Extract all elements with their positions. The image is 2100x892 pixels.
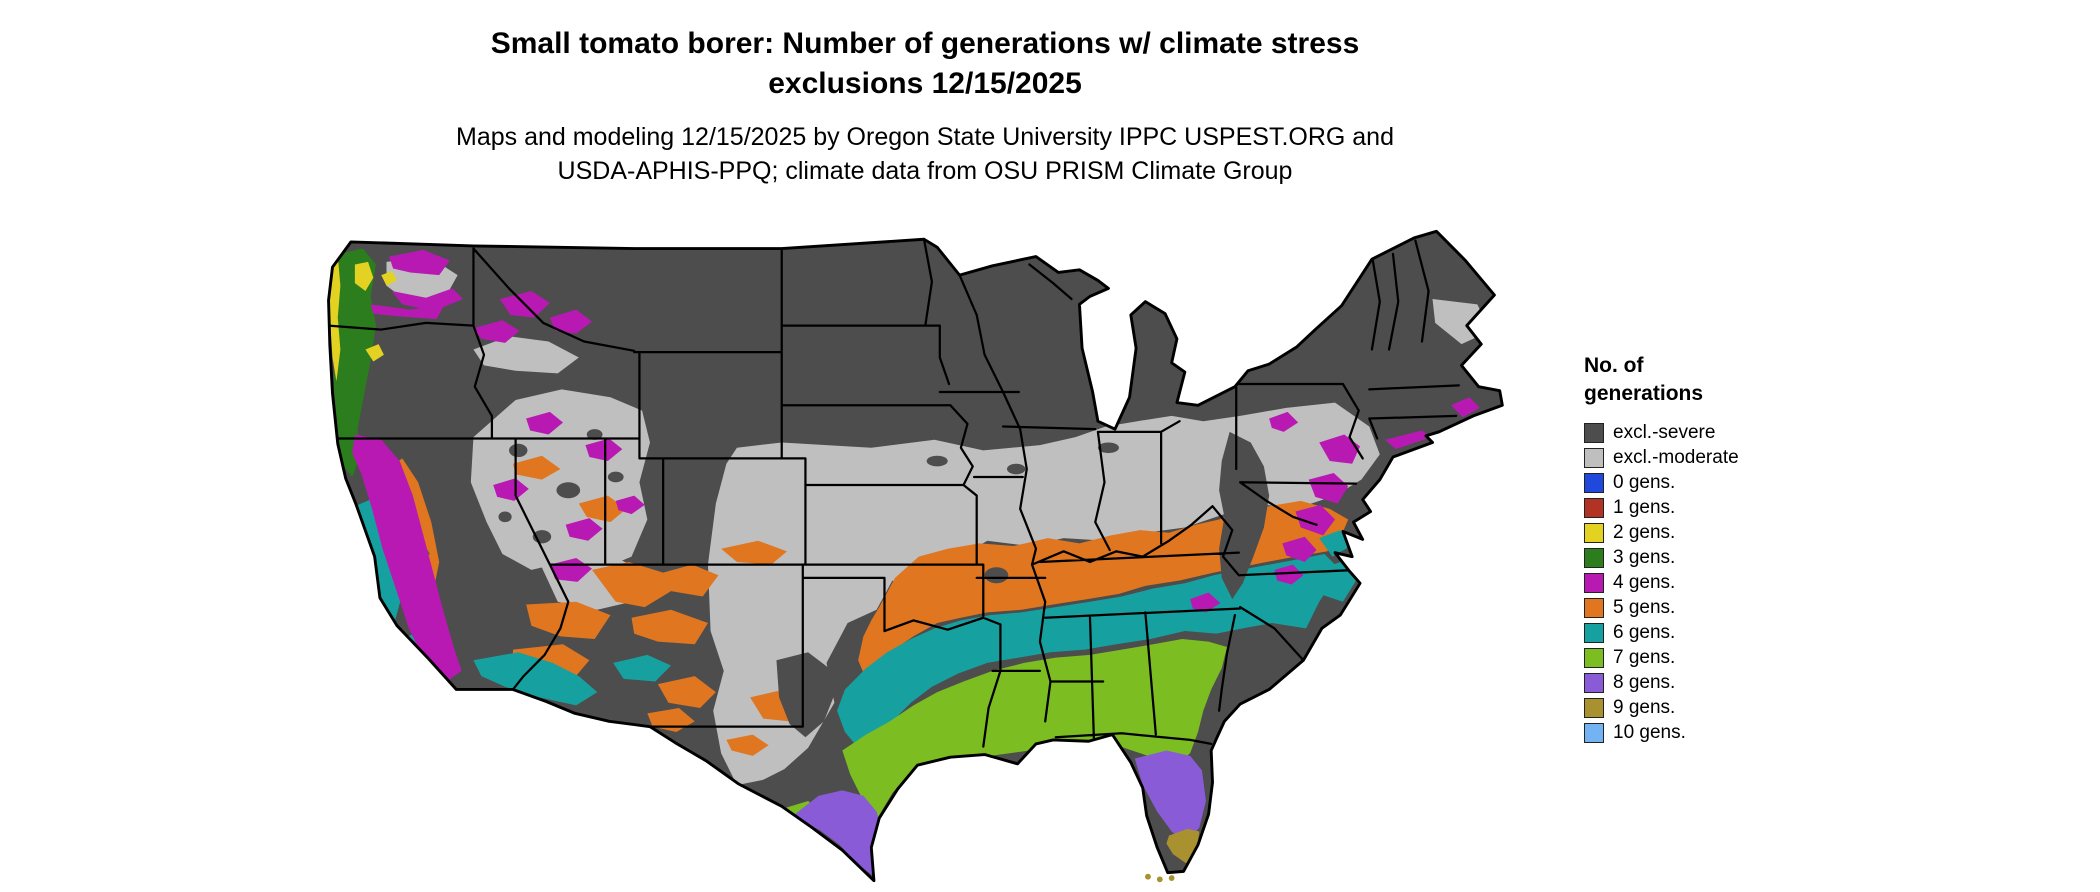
- legend-item-label: 4 gens.: [1613, 571, 1676, 593]
- legend-items: excl.-severe excl.-moderate 0 gens. 1 gens.…: [1584, 420, 1884, 745]
- legend-swatch: [1584, 622, 1604, 643]
- legend-item-label: 8 gens.: [1613, 671, 1676, 693]
- legend-item-label: 5 gens.: [1613, 596, 1676, 618]
- legend-item-label: 1 gens.: [1613, 496, 1676, 518]
- legend-swatch: [1584, 447, 1604, 468]
- legend-item: 8 gens.: [1584, 670, 1884, 695]
- legend-item-label: excl.-moderate: [1613, 446, 1739, 468]
- legend-swatch: [1584, 522, 1604, 543]
- legend-swatch: [1584, 697, 1604, 718]
- legend-item: 9 gens.: [1584, 695, 1884, 720]
- legend-swatch: [1584, 647, 1604, 668]
- legend-swatch: [1584, 422, 1604, 443]
- legend-swatch: [1584, 497, 1604, 518]
- legend-item-label: 6 gens.: [1613, 621, 1676, 643]
- map-canvas: [318, 222, 1530, 886]
- legend-swatch: [1584, 472, 1604, 493]
- subtitle-line-1: Maps and modeling 12/15/2025 by Oregon S…: [456, 123, 1394, 151]
- legend-item-label: 3 gens.: [1613, 546, 1676, 568]
- legend-item-label: 2 gens.: [1613, 521, 1676, 543]
- header: Small tomato borer: Number of generation…: [0, 24, 1850, 188]
- legend-item: excl.-severe: [1584, 420, 1884, 445]
- legend-item-label: 9 gens.: [1613, 696, 1676, 718]
- page-title: Small tomato borer: Number of generation…: [0, 24, 1850, 104]
- legend-item-label: excl.-severe: [1613, 421, 1716, 443]
- map-layer-4-gens: [352, 249, 1480, 683]
- legend-item: 10 gens.: [1584, 720, 1884, 745]
- legend-item: 7 gens.: [1584, 645, 1884, 670]
- legend-item: 2 gens.: [1584, 520, 1884, 545]
- legend-swatch: [1584, 597, 1604, 618]
- legend-item-label: 7 gens.: [1613, 646, 1676, 668]
- legend-item: 1 gens.: [1584, 495, 1884, 520]
- subtitle-line-2: USDA-APHIS-PPQ; climate data from OSU PR…: [557, 157, 1293, 185]
- legend: No. of generations excl.-severe excl.-mod…: [1584, 352, 1884, 745]
- us-map: [327, 229, 1504, 883]
- florida-keys-dots: [1145, 873, 1175, 883]
- legend-item-label: 10 gens.: [1613, 721, 1686, 743]
- legend-title: No. of generations: [1584, 352, 1884, 408]
- legend-item: 3 gens.: [1584, 545, 1884, 570]
- legend-item-label: 0 gens.: [1613, 471, 1676, 493]
- title-line-2: exclusions 12/15/2025: [768, 67, 1082, 100]
- title-line-1: Small tomato borer: Number of generation…: [490, 27, 1360, 60]
- legend-item: 4 gens.: [1584, 570, 1884, 595]
- us-outline: [327, 229, 1504, 883]
- legend-title-line-2: generations: [1584, 382, 1704, 405]
- legend-item: excl.-moderate: [1584, 445, 1884, 470]
- legend-item: 6 gens.: [1584, 620, 1884, 645]
- map-layer-8-gens: [794, 750, 1206, 876]
- legend-item: 0 gens.: [1584, 470, 1884, 495]
- legend-swatch: [1584, 547, 1604, 568]
- state-borders: [328, 238, 1460, 748]
- page-subtitle: Maps and modeling 12/15/2025 by Oregon S…: [0, 120, 1850, 188]
- legend-swatch: [1584, 722, 1604, 743]
- legend-item: 5 gens.: [1584, 595, 1884, 620]
- legend-swatch: [1584, 572, 1604, 593]
- map-layer-excl-severe-overlays: [498, 429, 1270, 738]
- legend-swatch: [1584, 672, 1604, 693]
- legend-title-line-1: No. of: [1584, 354, 1644, 377]
